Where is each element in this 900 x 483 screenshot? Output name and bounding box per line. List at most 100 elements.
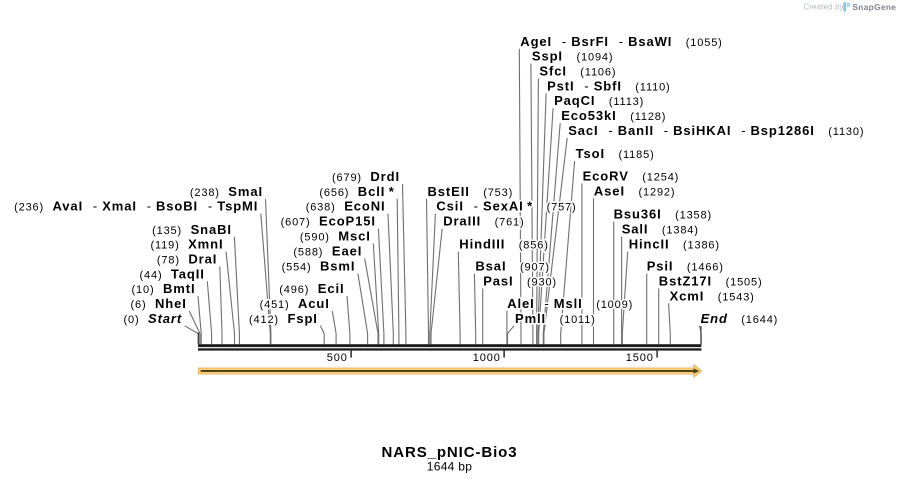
svg-text:(119): (119)	[151, 240, 180, 252]
svg-text:FspI: FspI	[288, 311, 318, 326]
svg-text:-: -	[584, 78, 588, 93]
svg-text:-: -	[608, 123, 612, 138]
svg-text:1500: 1500	[626, 352, 654, 364]
svg-text:BanII: BanII	[618, 123, 654, 138]
svg-text:(0): (0)	[124, 314, 140, 326]
svg-text:(1384): (1384)	[662, 225, 699, 237]
svg-text:(1644): (1644)	[741, 314, 778, 326]
svg-text:(1128): (1128)	[630, 111, 666, 123]
svg-text:Start: Start	[148, 311, 182, 326]
svg-text:(1466): (1466)	[687, 262, 724, 274]
svg-text:Created by: Created by	[804, 3, 844, 12]
svg-text:BsaI: BsaI	[475, 259, 506, 274]
svg-text:TsoI: TsoI	[576, 146, 605, 161]
svg-text:HincII: HincII	[629, 237, 670, 252]
svg-text:NheI: NheI	[155, 296, 187, 311]
svg-text:DraIII: DraIII	[443, 214, 481, 229]
svg-text:(1358): (1358)	[675, 210, 712, 222]
svg-text:-: -	[562, 34, 566, 49]
svg-text:SnapGene: SnapGene	[852, 2, 896, 12]
svg-text:(590): (590)	[300, 232, 330, 244]
svg-text:AleI: AleI	[507, 296, 534, 311]
svg-text:DraI: DraI	[188, 251, 217, 266]
svg-text:AgeI: AgeI	[520, 34, 552, 49]
svg-text:(753): (753)	[483, 187, 513, 199]
svg-text:MslI: MslI	[554, 296, 583, 311]
svg-text:XcmI: XcmI	[670, 288, 705, 303]
svg-text:(554): (554)	[282, 262, 312, 274]
svg-text:(1055): (1055)	[686, 37, 723, 49]
svg-text:(10): (10)	[132, 284, 155, 296]
svg-text:Eco53kI: Eco53kI	[561, 108, 616, 123]
svg-text:BmtI: BmtI	[163, 281, 196, 296]
svg-text:BsrFI: BsrFI	[571, 34, 609, 49]
svg-text:(679): (679)	[332, 172, 362, 184]
svg-text:(1094): (1094)	[577, 52, 614, 64]
svg-text:-: -	[147, 199, 151, 214]
svg-text:BstZ17I: BstZ17I	[659, 274, 712, 289]
svg-text:PaqCI: PaqCI	[554, 93, 595, 108]
svg-text:AseI: AseI	[594, 183, 625, 198]
svg-text:(607): (607)	[281, 217, 311, 229]
svg-text:PasI: PasI	[483, 274, 513, 289]
svg-text:*: *	[389, 184, 395, 199]
svg-text:SnaBI: SnaBI	[191, 222, 232, 237]
svg-text:-: -	[741, 123, 745, 138]
svg-text:SacI: SacI	[568, 123, 598, 138]
svg-text:End: End	[701, 311, 728, 326]
svg-text:(236): (236)	[14, 202, 44, 214]
svg-text:SmaI: SmaI	[228, 184, 263, 199]
svg-text:(1009): (1009)	[596, 299, 633, 311]
svg-text:PstI: PstI	[547, 78, 574, 93]
svg-text:EcoNI: EcoNI	[344, 199, 385, 214]
svg-text:(1113): (1113)	[609, 96, 644, 108]
svg-text:XmaI: XmaI	[102, 199, 137, 214]
svg-text:(1106): (1106)	[580, 66, 616, 78]
svg-text:CsiI: CsiI	[436, 199, 463, 214]
svg-text:(761): (761)	[495, 217, 525, 229]
svg-text:-: -	[474, 199, 478, 214]
svg-text:BsiHKAI: BsiHKAI	[673, 123, 731, 138]
svg-text:(1130): (1130)	[828, 126, 864, 138]
svg-text:(930): (930)	[527, 277, 557, 289]
svg-text:EcoRV: EcoRV	[583, 169, 629, 184]
svg-text:DrdI: DrdI	[370, 169, 400, 184]
svg-text:(6): (6)	[131, 299, 147, 311]
svg-text:PmlI: PmlI	[515, 311, 546, 326]
svg-text:TaqII: TaqII	[171, 266, 205, 281]
svg-text:AvaI: AvaI	[53, 199, 84, 214]
svg-text:(451): (451)	[260, 299, 290, 311]
svg-text:(135): (135)	[152, 225, 182, 237]
svg-text:(907): (907)	[520, 262, 550, 274]
svg-text:(238): (238)	[190, 187, 220, 199]
svg-text:NARS_pNIC-Bio3: NARS_pNIC-Bio3	[382, 444, 518, 461]
svg-text:BsaWI: BsaWI	[628, 34, 672, 49]
svg-text:-: -	[208, 199, 212, 214]
svg-text:(757): (757)	[547, 202, 577, 214]
svg-text:SexAI: SexAI	[483, 199, 524, 214]
svg-text:(856): (856)	[519, 240, 549, 252]
svg-text:BstEII: BstEII	[428, 184, 470, 199]
svg-text:(1292): (1292)	[639, 186, 676, 198]
svg-text:BsmI: BsmI	[320, 259, 355, 274]
svg-text:500: 500	[327, 352, 348, 364]
svg-text:EciI: EciI	[318, 281, 345, 296]
svg-text:(44): (44)	[140, 269, 163, 281]
svg-text:1644 bp: 1644 bp	[427, 460, 473, 474]
svg-text:SalI: SalI	[622, 222, 649, 237]
svg-text:AcuI: AcuI	[298, 296, 330, 311]
svg-text:(1386): (1386)	[683, 240, 720, 252]
svg-text:(1185): (1185)	[619, 149, 655, 161]
svg-text:BclI: BclI	[358, 184, 385, 199]
svg-text:PsiI: PsiI	[647, 259, 674, 274]
svg-text:Bsp1286I: Bsp1286I	[751, 123, 815, 138]
svg-text:MscI: MscI	[338, 229, 371, 244]
svg-text:(1011): (1011)	[560, 314, 596, 326]
svg-text:(78): (78)	[157, 254, 180, 266]
svg-text:(656): (656)	[319, 187, 349, 199]
svg-text:EcoP15I: EcoP15I	[319, 214, 376, 229]
svg-text:(638): (638)	[306, 202, 336, 214]
svg-text:HindIII: HindIII	[459, 237, 505, 252]
svg-text:(588): (588)	[293, 247, 323, 259]
svg-text:(496): (496)	[279, 284, 309, 296]
